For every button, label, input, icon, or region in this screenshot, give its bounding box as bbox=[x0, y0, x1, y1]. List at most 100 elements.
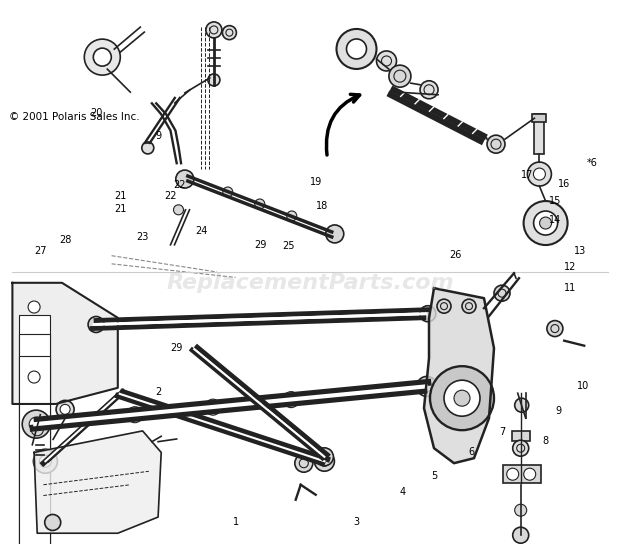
Circle shape bbox=[31, 424, 43, 436]
Circle shape bbox=[127, 407, 143, 423]
Circle shape bbox=[376, 51, 397, 71]
Text: 28: 28 bbox=[59, 236, 71, 245]
Circle shape bbox=[524, 468, 536, 480]
Circle shape bbox=[84, 39, 120, 75]
Circle shape bbox=[208, 74, 220, 86]
Circle shape bbox=[28, 371, 40, 383]
Circle shape bbox=[337, 29, 376, 69]
Bar bbox=[533, 114, 546, 122]
Circle shape bbox=[56, 400, 74, 418]
Circle shape bbox=[283, 392, 299, 407]
Circle shape bbox=[255, 199, 265, 209]
Text: 9: 9 bbox=[155, 131, 161, 141]
Text: 18: 18 bbox=[316, 201, 329, 211]
Text: 21: 21 bbox=[115, 191, 127, 201]
Text: 29: 29 bbox=[170, 343, 183, 353]
Text: 19: 19 bbox=[310, 177, 322, 187]
Text: 4: 4 bbox=[400, 487, 406, 497]
Circle shape bbox=[316, 448, 334, 466]
Text: 15: 15 bbox=[549, 196, 561, 206]
Circle shape bbox=[294, 454, 313, 472]
Circle shape bbox=[287, 211, 297, 221]
Circle shape bbox=[326, 225, 343, 243]
Bar bbox=[512, 431, 529, 441]
Text: 5: 5 bbox=[431, 471, 437, 481]
Text: 2: 2 bbox=[155, 387, 161, 397]
Circle shape bbox=[347, 39, 366, 59]
Circle shape bbox=[223, 26, 236, 40]
Circle shape bbox=[533, 168, 546, 180]
Circle shape bbox=[430, 366, 494, 430]
Circle shape bbox=[29, 417, 43, 431]
Circle shape bbox=[142, 142, 154, 154]
Circle shape bbox=[206, 22, 222, 38]
Circle shape bbox=[176, 170, 194, 188]
Text: 17: 17 bbox=[521, 170, 533, 180]
Bar bbox=[19, 356, 50, 544]
Circle shape bbox=[45, 515, 61, 530]
Text: ReplacementParts.com: ReplacementParts.com bbox=[166, 273, 454, 293]
Text: 7: 7 bbox=[499, 428, 505, 437]
Circle shape bbox=[33, 449, 58, 473]
Circle shape bbox=[389, 65, 411, 87]
Text: 12: 12 bbox=[564, 262, 577, 271]
Text: 23: 23 bbox=[136, 232, 149, 242]
Text: *6: *6 bbox=[587, 158, 598, 168]
Circle shape bbox=[205, 399, 221, 415]
Text: © 2001 Polaris Sales Inc.: © 2001 Polaris Sales Inc. bbox=[9, 112, 140, 122]
Circle shape bbox=[487, 135, 505, 153]
Circle shape bbox=[28, 301, 40, 313]
Text: 1: 1 bbox=[232, 517, 239, 527]
Circle shape bbox=[437, 299, 451, 313]
Circle shape bbox=[88, 317, 104, 332]
Circle shape bbox=[319, 456, 329, 466]
Text: 21: 21 bbox=[115, 205, 127, 214]
Circle shape bbox=[515, 504, 527, 516]
Text: 9: 9 bbox=[555, 406, 561, 416]
Circle shape bbox=[462, 299, 476, 313]
Polygon shape bbox=[424, 288, 494, 463]
Text: 16: 16 bbox=[558, 179, 570, 189]
Circle shape bbox=[174, 205, 184, 215]
Bar bbox=[19, 334, 50, 544]
Bar bbox=[19, 315, 50, 544]
Circle shape bbox=[507, 468, 519, 480]
Bar bbox=[503, 465, 541, 483]
Circle shape bbox=[534, 211, 557, 235]
Circle shape bbox=[314, 451, 334, 471]
Text: 20: 20 bbox=[90, 108, 102, 118]
Text: 13: 13 bbox=[574, 246, 586, 256]
Text: 24: 24 bbox=[195, 226, 208, 236]
Text: 22: 22 bbox=[174, 180, 186, 190]
Circle shape bbox=[515, 398, 529, 412]
Text: 14: 14 bbox=[549, 215, 561, 225]
Circle shape bbox=[60, 404, 70, 415]
Text: 8: 8 bbox=[542, 436, 549, 446]
Circle shape bbox=[93, 48, 112, 66]
Bar bbox=[534, 114, 544, 154]
Circle shape bbox=[420, 306, 436, 322]
Text: 6: 6 bbox=[468, 447, 474, 456]
Text: 22: 22 bbox=[164, 191, 177, 201]
Circle shape bbox=[40, 455, 51, 467]
Circle shape bbox=[513, 527, 529, 543]
Polygon shape bbox=[12, 283, 118, 404]
Circle shape bbox=[417, 376, 437, 397]
Text: 26: 26 bbox=[450, 250, 462, 259]
Circle shape bbox=[528, 162, 551, 186]
Circle shape bbox=[22, 410, 50, 438]
Text: 25: 25 bbox=[282, 241, 294, 251]
Circle shape bbox=[513, 440, 529, 456]
Circle shape bbox=[454, 390, 470, 406]
Circle shape bbox=[420, 81, 438, 99]
Text: 3: 3 bbox=[353, 517, 360, 527]
FancyArrowPatch shape bbox=[326, 94, 360, 155]
Text: 29: 29 bbox=[254, 240, 267, 250]
Text: 27: 27 bbox=[34, 246, 46, 256]
Polygon shape bbox=[34, 431, 161, 533]
Circle shape bbox=[444, 380, 480, 416]
Text: 11: 11 bbox=[564, 283, 577, 293]
Circle shape bbox=[494, 285, 510, 301]
Circle shape bbox=[539, 217, 552, 229]
Text: 10: 10 bbox=[577, 381, 589, 391]
